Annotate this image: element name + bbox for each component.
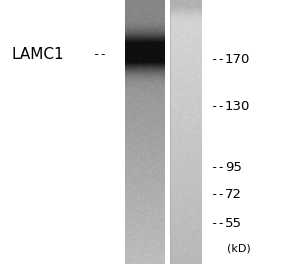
Text: 55: 55 [225, 216, 242, 230]
Text: 72: 72 [225, 187, 242, 201]
Text: 95: 95 [225, 161, 242, 174]
Text: LAMC1: LAMC1 [11, 47, 64, 62]
Text: 170: 170 [225, 53, 250, 66]
Text: --: -- [211, 216, 226, 230]
Text: --: -- [211, 187, 226, 201]
Text: --: -- [211, 53, 226, 66]
Text: (kD): (kD) [227, 243, 251, 253]
Text: 130: 130 [225, 100, 250, 114]
Text: --: -- [211, 100, 226, 114]
Text: --: -- [93, 48, 108, 61]
Text: --: -- [211, 161, 226, 174]
